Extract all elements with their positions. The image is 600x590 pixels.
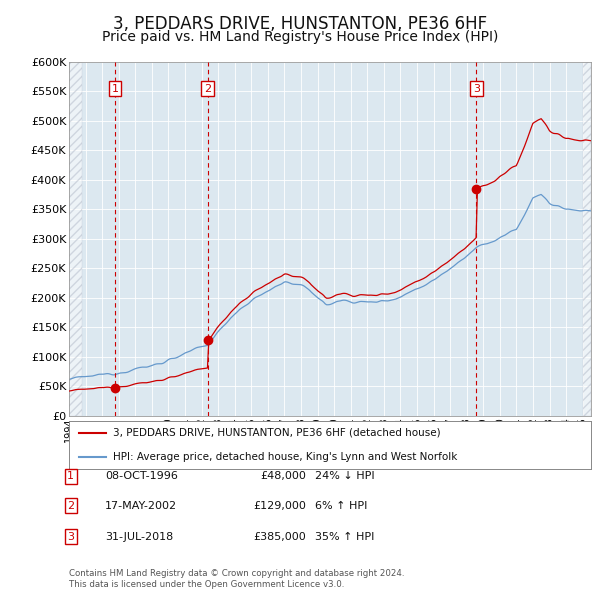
Text: 1: 1 (67, 471, 74, 481)
Text: £48,000: £48,000 (260, 471, 306, 481)
Text: 24% ↓ HPI: 24% ↓ HPI (315, 471, 374, 481)
Text: 08-OCT-1996: 08-OCT-1996 (105, 471, 178, 481)
Text: HPI: Average price, detached house, King's Lynn and West Norfolk: HPI: Average price, detached house, King… (113, 452, 458, 462)
Text: 2: 2 (67, 501, 74, 510)
Text: Contains HM Land Registry data © Crown copyright and database right 2024.
This d: Contains HM Land Registry data © Crown c… (69, 569, 404, 589)
Text: 3, PEDDARS DRIVE, HUNSTANTON, PE36 6HF (detached house): 3, PEDDARS DRIVE, HUNSTANTON, PE36 6HF (… (113, 428, 441, 438)
Text: 35% ↑ HPI: 35% ↑ HPI (315, 532, 374, 542)
Text: 6% ↑ HPI: 6% ↑ HPI (315, 501, 367, 510)
Text: £129,000: £129,000 (253, 501, 306, 510)
Text: Price paid vs. HM Land Registry's House Price Index (HPI): Price paid vs. HM Land Registry's House … (102, 30, 498, 44)
Text: 3, PEDDARS DRIVE, HUNSTANTON, PE36 6HF: 3, PEDDARS DRIVE, HUNSTANTON, PE36 6HF (113, 15, 487, 33)
Text: £385,000: £385,000 (253, 532, 306, 542)
Text: 3: 3 (473, 84, 480, 93)
Text: 17-MAY-2002: 17-MAY-2002 (105, 501, 177, 510)
Polygon shape (69, 62, 82, 416)
Text: 31-JUL-2018: 31-JUL-2018 (105, 532, 173, 542)
Text: 2: 2 (204, 84, 211, 93)
Polygon shape (583, 62, 591, 416)
Text: 1: 1 (112, 84, 118, 93)
Text: 3: 3 (67, 532, 74, 542)
